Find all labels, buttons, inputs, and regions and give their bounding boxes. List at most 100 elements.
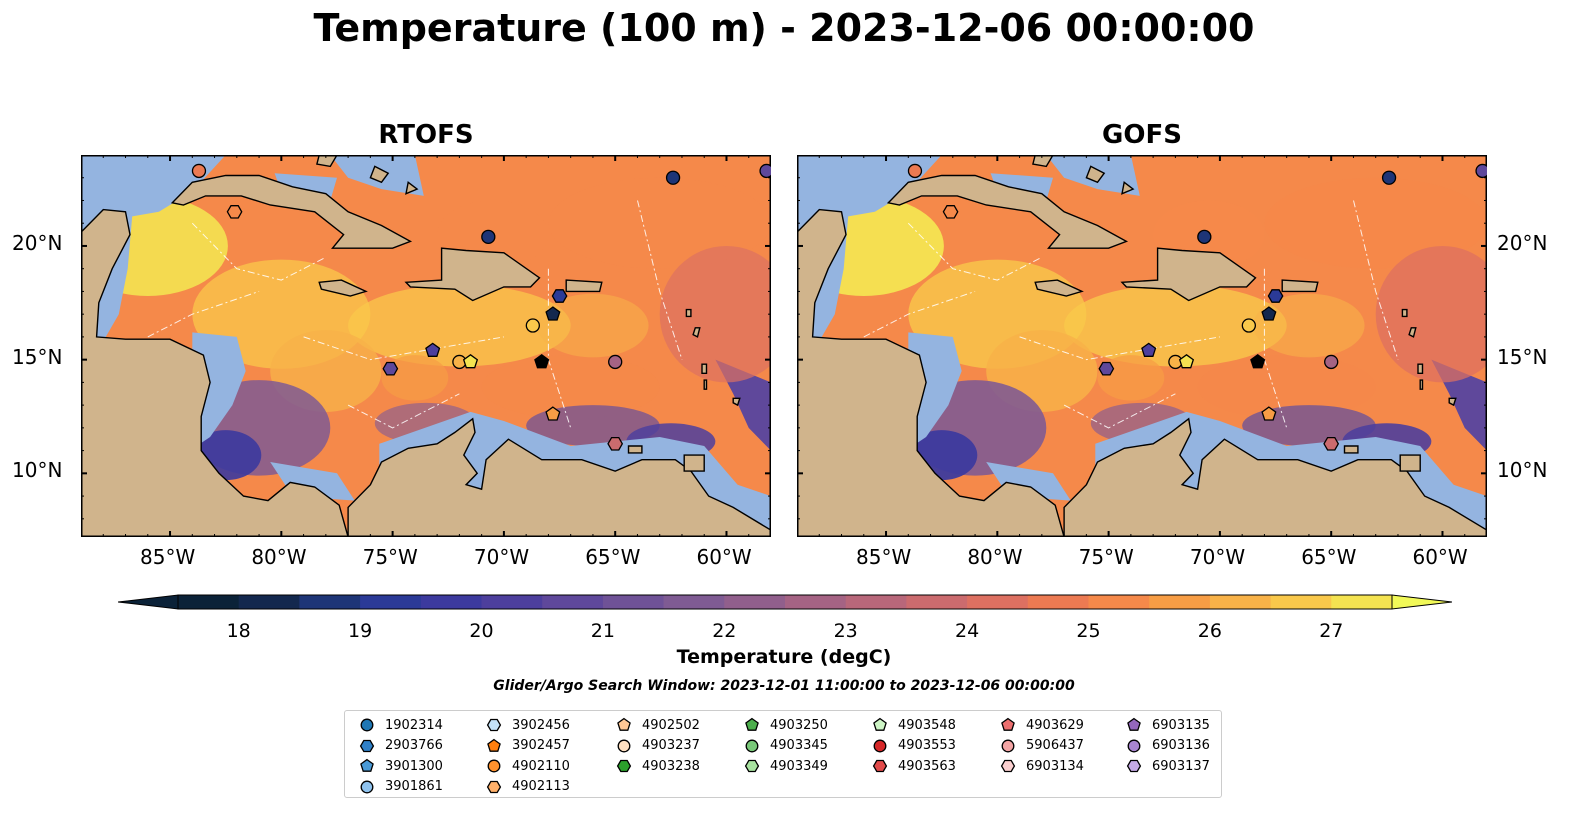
legend-item: 4902502: [616, 715, 700, 735]
boundary-line: [637, 200, 683, 360]
legend-label: 3901861: [385, 779, 443, 794]
colorbar-tick-label: 18: [226, 620, 251, 642]
legend-marker: [1000, 759, 1016, 773]
land-mass: [1448, 397, 1457, 407]
map-gofs: [797, 155, 1487, 537]
float-marker: [551, 289, 568, 303]
land-mass: [683, 454, 705, 472]
temperature-patch: [1097, 355, 1165, 401]
boundary-line: [1353, 200, 1399, 360]
float-marker: [425, 342, 441, 357]
boundary-line: [147, 290, 260, 338]
float-marker: [1178, 353, 1195, 369]
boundary-line: [347, 393, 460, 429]
float-marker: [534, 353, 550, 369]
legend-label: 4903548: [898, 717, 956, 733]
legend-item: 4903345: [744, 736, 828, 756]
legend-item: 4903563: [872, 756, 956, 776]
shelf-water: [192, 332, 246, 446]
colorbar-segment: [481, 595, 543, 609]
float-marker: [382, 361, 399, 376]
land-mass: [1281, 279, 1319, 293]
search-window-label: Glider/Argo Search Window: 2023-12-01 11…: [493, 678, 1075, 694]
land-mass: [627, 445, 643, 454]
legend-item: 3902456: [486, 715, 570, 735]
legend-marker: [1127, 739, 1141, 752]
colorbar-segment: [602, 595, 665, 609]
colorbar-segment: [906, 595, 968, 609]
legend-marker-icon: [616, 759, 632, 773]
legend-marker-icon: [1127, 717, 1141, 731]
legend-marker-icon: [873, 739, 887, 752]
lat-tick-right-15: 15°N: [1497, 345, 1548, 369]
colorbar-tick-label: 24: [955, 620, 980, 642]
legend-label: 4903563: [898, 758, 956, 774]
atlantic-cool-water: [1431, 359, 1487, 451]
legend-marker: [617, 739, 631, 752]
atlantic-cool-water: [715, 359, 771, 451]
legend-marker: [872, 759, 888, 773]
legend-item: 6903134: [1000, 756, 1084, 776]
temperature-patch: [1197, 355, 1376, 419]
temperature-patch: [526, 405, 660, 447]
float-marker: [462, 353, 479, 369]
colorbar-segment: [238, 595, 300, 609]
colorbar-segment: [360, 595, 422, 609]
lon-tick-rtofs: 85°W: [140, 545, 196, 569]
colorbar-tick-label: 22: [712, 620, 737, 642]
lon-tick-gofs: 85°W: [856, 545, 912, 569]
colorbar-segment: [1149, 595, 1211, 609]
boundary-line: [191, 222, 327, 281]
float-marker: [1323, 436, 1340, 451]
legend-item: 2903766: [359, 736, 443, 756]
legend-marker-icon: [745, 739, 759, 752]
lon-tick-gofs: 65°W: [1301, 545, 1357, 569]
colorbar-segment: [724, 595, 786, 609]
colorbar-tick-label: 27: [1319, 620, 1344, 642]
legend-label: 4902113: [512, 779, 570, 794]
panel-title-gofs: GOFS: [1102, 120, 1182, 150]
legend-marker: [616, 759, 632, 773]
legend-marker: [487, 759, 501, 773]
temperature-patch: [1375, 245, 1487, 383]
legend-label: 5906437: [1026, 738, 1084, 753]
land-mass: [1120, 247, 1257, 302]
legend-marker-icon: [1000, 759, 1016, 773]
map-rtofs: [81, 155, 771, 537]
land-mass: [692, 327, 701, 338]
legend-item: 3902457: [486, 736, 570, 756]
legend-label: 6903136: [1152, 738, 1210, 753]
land-mass: [886, 174, 1129, 249]
legend-marker-icon: [873, 717, 887, 731]
land-mass: [316, 155, 338, 168]
legend-label: 4903629: [1026, 717, 1084, 733]
legend-marker: [1127, 717, 1141, 731]
legend-marker-icon: [617, 739, 631, 752]
land-mass: [1034, 279, 1084, 297]
land-mass: [1401, 308, 1408, 318]
float-marker: [1261, 306, 1277, 321]
land-mass: [318, 279, 368, 297]
legend-marker-icon: [1126, 759, 1142, 773]
float-marker: [1324, 354, 1339, 370]
land-mass: [1399, 454, 1421, 472]
legend-marker: [873, 739, 887, 752]
lat-tick-left-20: 20°N: [12, 231, 63, 255]
colorbar-segment: [1088, 595, 1150, 609]
legend-label: 4903553: [898, 738, 956, 753]
temperature-patch: [1253, 293, 1365, 358]
legend-marker: [1001, 717, 1015, 731]
colorbar-tick-label: 25: [1076, 620, 1101, 642]
land-mass: [1408, 327, 1417, 338]
temperature-patch: [348, 284, 571, 367]
colorbar-under-extend: [118, 594, 179, 610]
float-marker: [1098, 361, 1115, 376]
colorbar-segment: [785, 595, 847, 609]
panel-title-rtofs: RTOFS: [378, 120, 474, 150]
temperature-patch: [1264, 177, 1487, 269]
land-mass: [685, 308, 692, 318]
lon-tick-gofs: 75°W: [1078, 545, 1134, 569]
boundary-line: [1063, 393, 1176, 429]
legend-item: 4903238: [616, 756, 700, 776]
shelf-water: [908, 332, 962, 446]
